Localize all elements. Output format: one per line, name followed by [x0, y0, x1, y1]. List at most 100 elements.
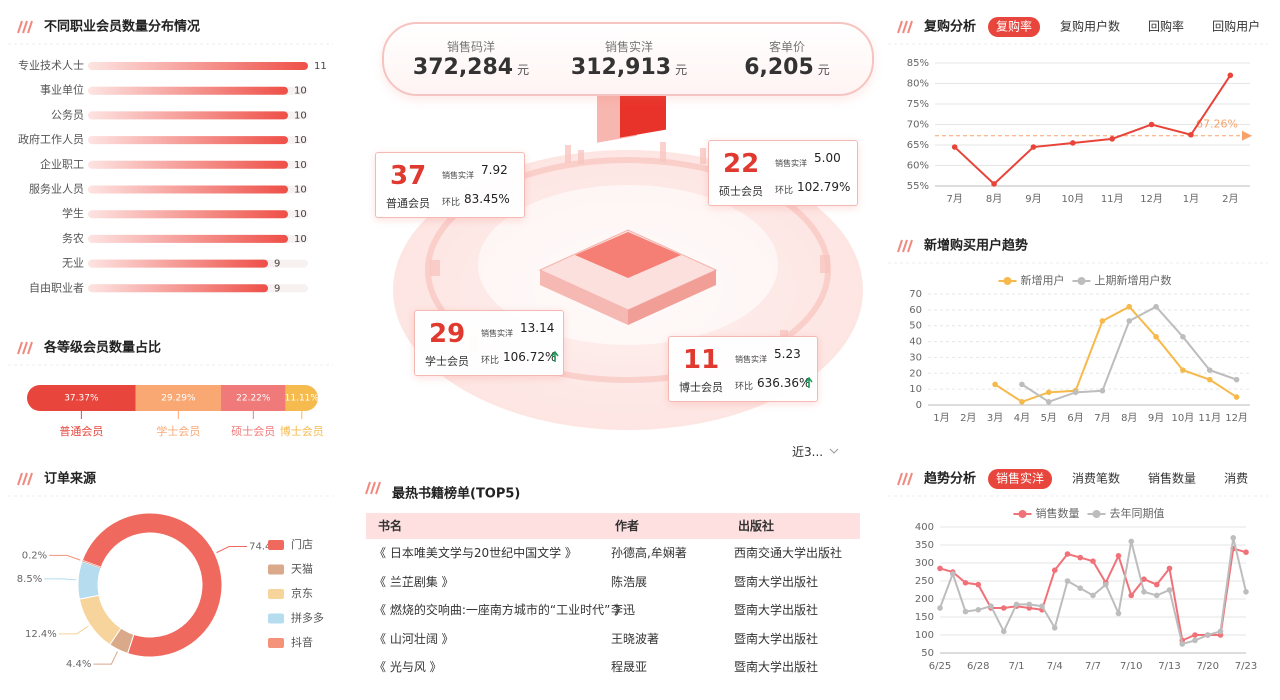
data-label: 37.37% [64, 394, 99, 404]
data-point [1180, 367, 1186, 373]
data-point [1019, 381, 1025, 388]
tab[interactable]: 回购率 [1148, 19, 1184, 34]
pie-slice [77, 560, 102, 600]
legend-label: 新增用户 [1021, 273, 1065, 287]
data-point [1192, 637, 1198, 644]
data-label: 10 [294, 110, 307, 121]
x-tick-label: 2月 [1222, 193, 1238, 205]
stacked-bar [27, 385, 318, 411]
y-tick-label: 400 [915, 522, 934, 533]
pedestal [540, 270, 628, 325]
card-level: 硕士会员 [719, 185, 763, 198]
kpi-unit: 元 [817, 63, 830, 77]
bar [88, 210, 288, 219]
data-point [991, 181, 997, 187]
y-tick-label: 55% [907, 181, 929, 192]
kpi-value-line: 372,284 元 [396, 55, 546, 80]
table-title: 最热书籍榜单(TOP5) [392, 486, 520, 502]
data-point [975, 607, 982, 613]
data-label: 4.4% [66, 659, 91, 670]
data-point [1180, 334, 1186, 340]
data-point [1153, 592, 1160, 599]
x-tick-label: 10月 [1172, 412, 1195, 424]
tab-active-bg [988, 17, 1041, 37]
y-tick-label: 40 [909, 337, 922, 348]
card-metric-label: 销售实洋 [735, 355, 767, 364]
data-label: 29.29% [161, 394, 196, 404]
data-label: 10 [294, 160, 307, 171]
y-tick-label: 30 [909, 352, 922, 363]
kpi-label: 销售实洋 [604, 40, 653, 54]
pie-slice [82, 560, 102, 568]
card-metric-value: 13.14 [520, 321, 555, 335]
x-tick-label: 7/7 [1085, 661, 1101, 672]
data-label: 22.22% [236, 394, 271, 404]
kpi-value-line: 6,205 元 [712, 55, 862, 80]
table-cell: 《 燃烧的交响曲:一座南方城市的“工业时代” 》 [374, 603, 627, 617]
column-header: 出版社 [738, 519, 775, 533]
x-tick-label: 6/25 [929, 661, 951, 672]
table-cell: 暨南大学出版社 [734, 574, 819, 589]
table-row: 《 燃烧的交响曲:一座南方城市的“工业时代” 》李迅 暨南大学出版社 [366, 596, 860, 625]
leader-line [44, 578, 77, 581]
tab[interactable]: 消费笔数 [1072, 471, 1120, 486]
table-row: 《 兰芷剧集 》 陈浩展 暨南大学出版社 [366, 568, 860, 597]
data-point [1077, 554, 1084, 561]
column-header: 书名 [378, 519, 403, 533]
data-point [1233, 376, 1240, 383]
x-tick-label: 4月 [1014, 412, 1030, 424]
data-label: 10 [294, 86, 307, 97]
legend-label: 拼多多 [291, 611, 324, 625]
kpi: 销售码洋 372,284 元 [396, 38, 546, 80]
data-point [1090, 558, 1096, 564]
legend-marker [1077, 277, 1086, 285]
data-point [951, 144, 958, 150]
title-icon [897, 239, 913, 253]
table-row: 《 山河壮阔 》 王晓波著 暨南大学出版社 [366, 625, 860, 654]
trend-arrow [551, 351, 559, 362]
trend-arrow [805, 377, 813, 388]
data-label: 10 [294, 135, 307, 146]
x-tick-label: 7月 [1094, 412, 1110, 424]
data-point [962, 608, 969, 615]
y-tick-label: 50 [909, 321, 922, 332]
x-tick-label: 11月 [1198, 412, 1221, 424]
data-point [1077, 585, 1084, 591]
data-point [1179, 641, 1186, 647]
pie-slice [78, 594, 122, 646]
data-point [988, 603, 994, 609]
data-point [1128, 592, 1135, 599]
tab[interactable]: 复购率 [996, 19, 1032, 34]
tab[interactable]: 消费 [1224, 472, 1248, 486]
card-change-value: 106.72% [503, 350, 557, 364]
x-tick-label: 10月 [1061, 193, 1084, 205]
y-tick-label: 务农 [62, 231, 84, 245]
panel-title: 新增购买用户趋势 [924, 238, 1028, 254]
tab[interactable]: 回购用户 [1212, 19, 1260, 34]
data-point [1045, 389, 1052, 396]
y-tick-label: 75% [907, 99, 929, 110]
tab[interactable]: 销售数量 [1148, 471, 1196, 486]
card-change-label: 环比 [735, 382, 754, 392]
data-point [1115, 553, 1122, 559]
bar [88, 284, 268, 293]
data-point [1153, 303, 1159, 310]
data-point [1141, 589, 1147, 595]
data-point [1000, 628, 1007, 635]
x-tick-label: 7/4 [1047, 661, 1063, 672]
tab[interactable]: 复购用户数 [1060, 19, 1120, 34]
tab[interactable]: 销售实洋 [996, 471, 1044, 486]
bar [88, 86, 288, 95]
data-point [1064, 578, 1071, 584]
data-point [1019, 399, 1025, 405]
period-select[interactable]: 近3... [792, 445, 824, 459]
table-header: 书名 作者 出版社 [366, 513, 860, 539]
title-icon [365, 481, 381, 495]
y-tick-label: 150 [915, 612, 934, 623]
x-tick-label: 7/1 [1008, 661, 1024, 672]
data-label: 11.11% [285, 394, 320, 404]
legend-label: 上期新增用户数 [1095, 273, 1172, 287]
data-point [1204, 632, 1211, 638]
column-header: 作者 [615, 519, 640, 533]
